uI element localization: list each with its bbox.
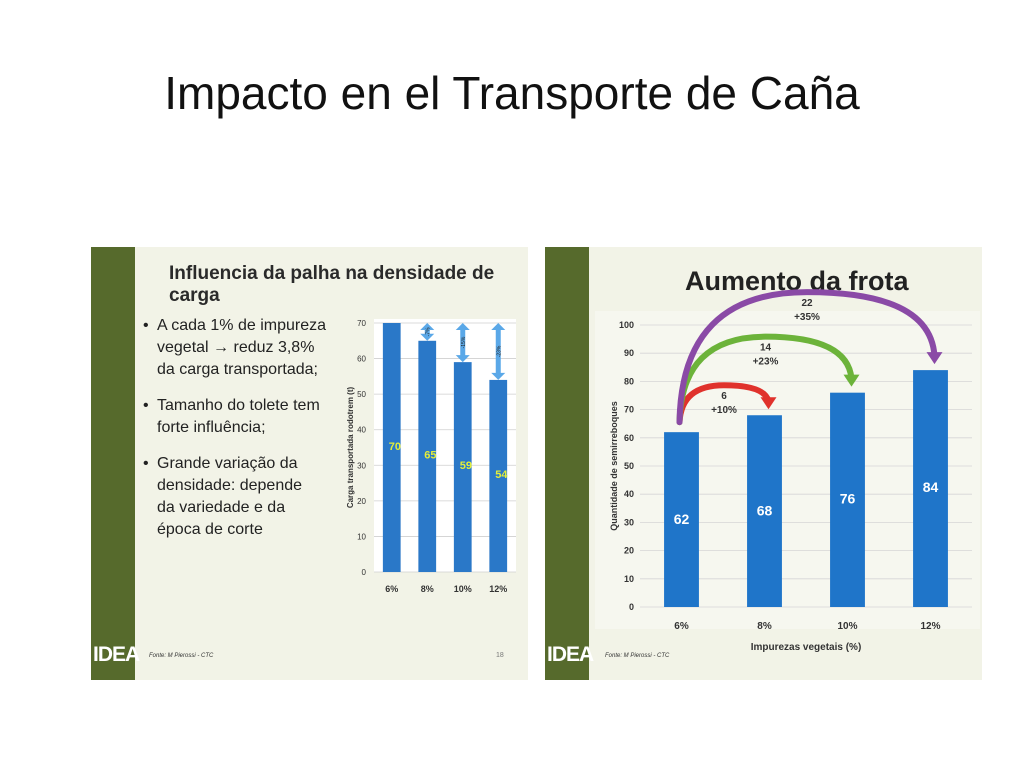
- reduction-arrow-head: [455, 355, 470, 363]
- reduction-arrow-head: [455, 323, 470, 330]
- y-tick-label: 60: [357, 355, 366, 364]
- left-panel-title: Influencia da palha na densidade de carg…: [169, 263, 495, 306]
- right-source: Fonte: M Pierossi - CTC: [605, 653, 670, 659]
- bar: [453, 362, 472, 572]
- increase-pct-label: +10%: [711, 405, 737, 416]
- bullet-line: da variedade e da: [157, 499, 286, 516]
- bullet-list: A cada 1% de impureza vegetal → reduz 3,…: [141, 315, 343, 555]
- bar-value-label: 54: [495, 469, 508, 481]
- y-tick-label: 50: [624, 461, 634, 471]
- increase-arrow: [676, 289, 938, 426]
- bar-value-label: 65: [424, 450, 436, 462]
- increase-arrow: [676, 333, 855, 426]
- y-tick-label: 10: [357, 532, 366, 541]
- y-tick-label: 40: [624, 489, 634, 499]
- bullet-line: densidade: depende: [157, 477, 303, 494]
- increase-count-label: 22: [801, 298, 813, 309]
- y-tick-label: 30: [357, 461, 366, 470]
- left-logo: IDEA: [93, 643, 140, 666]
- bullet-line: da carga transportada;: [157, 361, 318, 378]
- bullet-item: Tamanho do tolete tem forte influência;: [141, 395, 343, 439]
- y-tick-label: 40: [357, 426, 366, 435]
- reduction-arrow-head: [420, 333, 435, 341]
- bar-value-label: 84: [923, 479, 939, 495]
- bar: [830, 392, 865, 607]
- bar-value-label: 68: [757, 502, 773, 518]
- reduction-label: -23%: [496, 345, 502, 357]
- bullet-line: Grande variação da: [157, 455, 298, 472]
- y-tick-label: 30: [624, 517, 634, 527]
- right-logo: IDEA: [547, 643, 594, 666]
- reduction-arrow-head: [491, 372, 506, 380]
- y-tick-label: 70: [357, 319, 366, 328]
- y-tick-label: 100: [619, 320, 634, 330]
- increase-arrow-head: [760, 397, 777, 410]
- page-number: 18: [496, 652, 504, 659]
- bar: [747, 415, 782, 607]
- left-bar-chart: 0 10 20 30 40 50 60 70 Carga transportada rodotr…: [346, 319, 516, 594]
- slide-title: Impacto en el Transporte de Caña: [164, 67, 860, 119]
- y-axis-label: Quantidade de semirreboques: [609, 401, 619, 531]
- y-tick-label: 50: [357, 390, 366, 399]
- bullet-item: Grande variação da densidade: depende da…: [141, 453, 343, 541]
- y-axis-label: Carga transportada rodotrem (t): [346, 386, 355, 508]
- bar: [418, 340, 437, 572]
- x-tick-label: 10%: [837, 621, 857, 632]
- y-tick-label: 0: [629, 602, 634, 612]
- x-tick-label: 8%: [757, 621, 772, 632]
- increase-count-label: 14: [760, 343, 772, 354]
- bar-value-label: 62: [674, 511, 690, 527]
- x-tick-label: 6%: [385, 584, 398, 594]
- increase-count-label: 6: [721, 391, 727, 402]
- y-tick-label: 20: [357, 497, 366, 506]
- right-chart-panel: IDEA Aumento da frota 0 10 20 30 40 50 60 70 80 9…: [545, 247, 982, 680]
- y-tick-label: 20: [624, 546, 634, 556]
- y-tick-label: 0: [362, 568, 367, 577]
- x-tick-label: 8%: [421, 584, 434, 594]
- increase-pct-label: +35%: [794, 312, 820, 323]
- bar-value-label: 76: [840, 491, 856, 507]
- bullet-line: época de corte: [157, 521, 263, 538]
- increase-arrow-head: [926, 352, 943, 365]
- bar-value-label: 59: [460, 460, 472, 472]
- x-tick-label: 10%: [454, 584, 472, 594]
- left-source: Fonte: M Pierossi - CTC: [149, 653, 214, 659]
- bar: [489, 379, 508, 572]
- increase-arrow-head: [843, 374, 860, 387]
- bullet-line: forte influência;: [157, 419, 266, 436]
- bar: [913, 370, 948, 607]
- right-panel-strip: [545, 247, 589, 680]
- bullet-line: A cada 1% de impureza: [157, 317, 326, 334]
- reduction-label: -7%: [425, 327, 431, 336]
- y-tick-label: 60: [624, 433, 634, 443]
- right-bar-chart: 0 10 20 30 40 50 60 70 80 90 100 Quantidade de semi…: [595, 289, 980, 653]
- x-tick-label: 12%: [489, 584, 507, 594]
- x-tick-label: 12%: [920, 621, 940, 632]
- left-panel-strip: [91, 247, 135, 680]
- bar: [664, 432, 699, 607]
- x-axis-label: Impurezas vegetais (%): [751, 642, 862, 653]
- y-tick-label: 10: [624, 574, 634, 584]
- bullet-line: Tamanho do tolete tem: [157, 397, 320, 414]
- left-chart-panel: IDEA Influencia da palha na densidade de…: [91, 247, 528, 680]
- y-tick-label: 70: [624, 405, 634, 415]
- bar-value-label: 70: [389, 441, 401, 453]
- reduction-arrow-head: [491, 323, 506, 330]
- bar: [382, 323, 401, 572]
- reduction-label: -15%: [461, 336, 467, 348]
- y-tick-label: 80: [624, 376, 634, 386]
- bullet-item: A cada 1% de impureza vegetal → reduz 3,…: [141, 315, 343, 381]
- y-tick-label: 90: [624, 348, 634, 358]
- increase-pct-label: +23%: [753, 357, 779, 368]
- reduction-arrow-head: [420, 323, 435, 330]
- bullet-line: vegetal → reduz 3,8%: [157, 339, 315, 356]
- x-tick-label: 6%: [674, 621, 689, 632]
